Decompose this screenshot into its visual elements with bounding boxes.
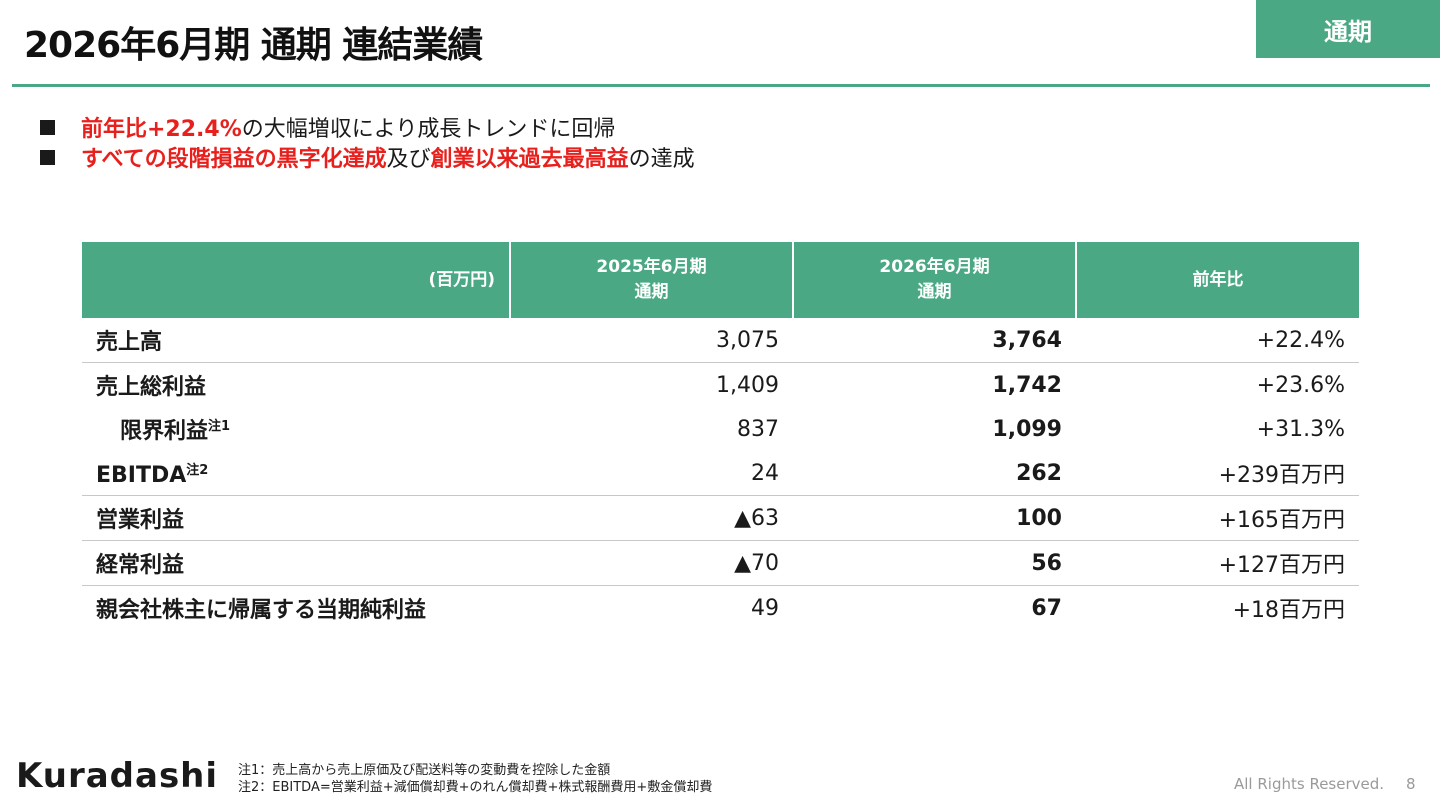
- current-value: 3,764: [793, 318, 1076, 363]
- yoy-value: +18百万円: [1232, 598, 1345, 623]
- row-label: EBITDA注2: [82, 451, 510, 496]
- yoy-value: +23.6%: [1256, 372, 1345, 398]
- current-value: 1,099: [992, 416, 1062, 442]
- table-row: 営業利益 ▲63 100 +165百万円: [82, 495, 1359, 541]
- company-logo: Kuradashi: [16, 756, 219, 796]
- table-row: 売上総利益 1,409 1,742 +23.6%: [82, 363, 1359, 408]
- row-label: 営業利益: [82, 495, 510, 541]
- bullet-highlight: 創業以来過去最高益: [430, 147, 629, 172]
- table-row: EBITDA注2 24 262 +239百万円: [82, 451, 1359, 496]
- page-title: 2026年6月期 通期 連結業績: [24, 25, 483, 66]
- footnote-2: 注2：EBITDA=営業利益+減価償却費+のれん償却費+株式報酬費用+敷金償却費: [238, 780, 713, 795]
- bullet-highlight: すべての段階損益の黒字化達成: [81, 147, 387, 172]
- prev-value: 837: [737, 416, 779, 442]
- prev-value: ▲63: [510, 495, 793, 541]
- row-label: 経常利益: [82, 540, 510, 586]
- prev-value: 24: [510, 451, 793, 496]
- unit-header: (百万円): [82, 242, 510, 318]
- prev-value: 1,409: [716, 372, 779, 398]
- yoy-value: +22.4%: [1076, 318, 1359, 363]
- yoy-value: +239百万円: [1076, 451, 1359, 496]
- bullet-item: すべての段階損益の黒字化達成 及び 創業以来過去最高益 の達成: [40, 142, 695, 172]
- row-label: 限界利益注1: [120, 419, 231, 444]
- footnote-ref: 注2: [186, 462, 209, 478]
- row-label: 売上総利益: [96, 375, 207, 400]
- bullet-item: 前年比+22.4% の大幅増収により成長トレンドに回帰: [40, 112, 695, 142]
- current-period-header: 2026年6月期 通期: [792, 242, 1076, 318]
- row-label: 親会社株主に帰属する当期純利益: [96, 598, 427, 623]
- yoy-value: +127百万円: [1076, 540, 1359, 586]
- square-bullet-icon: [40, 119, 55, 135]
- footnotes: 注1：売上高から売上原価及び配送料等の変動費を控除した金額 注2：EBITDA=…: [238, 762, 712, 796]
- results-table: (百万円) 2025年6月期 通期 2026年6月期 通期 前年比 売上高 3,07…: [82, 242, 1359, 630]
- current-value: 56: [793, 540, 1076, 586]
- current-value: 1,742: [992, 372, 1062, 398]
- table-row: 限界利益注1 837 1,099 +31.3%: [82, 407, 1359, 451]
- bullet-highlight: 前年比+22.4%: [81, 117, 242, 142]
- summary-bullets: 前年比+22.4% の大幅増収により成長トレンドに回帰 すべての段階損益の黒字化達…: [40, 112, 695, 172]
- page-number: 8: [1406, 775, 1416, 793]
- prev-value: 49: [751, 595, 779, 621]
- table-header-row: (百万円) 2025年6月期 通期 2026年6月期 通期 前年比: [82, 242, 1359, 318]
- yoy-value: +31.3%: [1256, 416, 1345, 442]
- yoy-header: 前年比: [1075, 242, 1359, 318]
- prev-period-header: 2025年6月期 通期: [509, 242, 793, 318]
- table-row: 売上高 3,075 3,764 +22.4%: [82, 318, 1359, 363]
- row-label: 売上高: [82, 318, 510, 363]
- copyright: All Rights Reserved.: [1234, 775, 1385, 793]
- bullet-text: の大幅増収により成長トレンドに回帰: [241, 117, 616, 142]
- current-value: 67: [1031, 595, 1062, 621]
- bullet-text: 及び: [386, 147, 431, 172]
- table-row: 親会社株主に帰属する当期純利益 49 67 +18百万円: [82, 586, 1359, 631]
- period-tag: 通期: [1256, 0, 1440, 58]
- current-value: 262: [793, 451, 1076, 496]
- square-bullet-icon: [40, 149, 55, 165]
- prev-value: ▲70: [510, 540, 793, 586]
- title-divider: [12, 84, 1430, 87]
- yoy-value: +165百万円: [1076, 495, 1359, 541]
- prev-value: 3,075: [510, 318, 793, 363]
- footnote-ref: 注1: [208, 419, 231, 434]
- current-value: 100: [793, 495, 1076, 541]
- footnote-1: 注1：売上高から売上原価及び配送料等の変動費を控除した金額: [238, 763, 611, 778]
- bullet-text: の達成: [628, 147, 695, 172]
- table-row: 経常利益 ▲70 56 +127百万円: [82, 540, 1359, 586]
